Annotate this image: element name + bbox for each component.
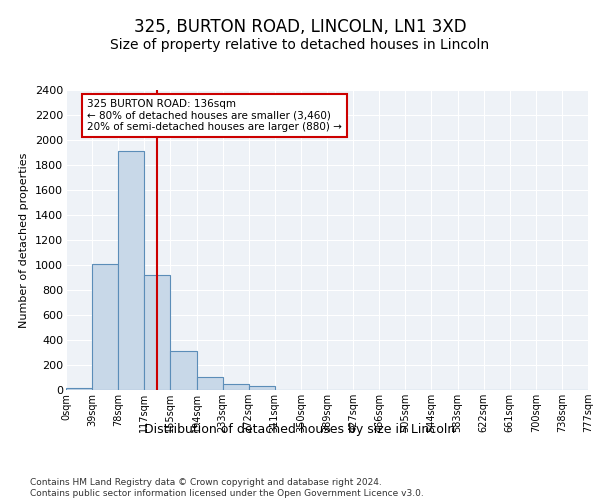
Bar — [66, 388, 92, 390]
Text: 325 BURTON ROAD: 136sqm
← 80% of detached houses are smaller (3,460)
20% of semi: 325 BURTON ROAD: 136sqm ← 80% of detache… — [87, 99, 342, 132]
Bar — [145, 275, 170, 390]
Text: Contains HM Land Registry data © Crown copyright and database right 2024.
Contai: Contains HM Land Registry data © Crown c… — [30, 478, 424, 498]
Bar — [223, 384, 249, 390]
Text: Size of property relative to detached houses in Lincoln: Size of property relative to detached ho… — [110, 38, 490, 52]
Bar — [249, 386, 275, 390]
Bar — [118, 151, 145, 390]
Text: Distribution of detached houses by size in Lincoln: Distribution of detached houses by size … — [145, 422, 455, 436]
Y-axis label: Number of detached properties: Number of detached properties — [19, 152, 29, 328]
Bar — [197, 377, 223, 390]
Bar — [170, 351, 197, 390]
Bar — [92, 264, 118, 390]
Text: 325, BURTON ROAD, LINCOLN, LN1 3XD: 325, BURTON ROAD, LINCOLN, LN1 3XD — [134, 18, 466, 36]
